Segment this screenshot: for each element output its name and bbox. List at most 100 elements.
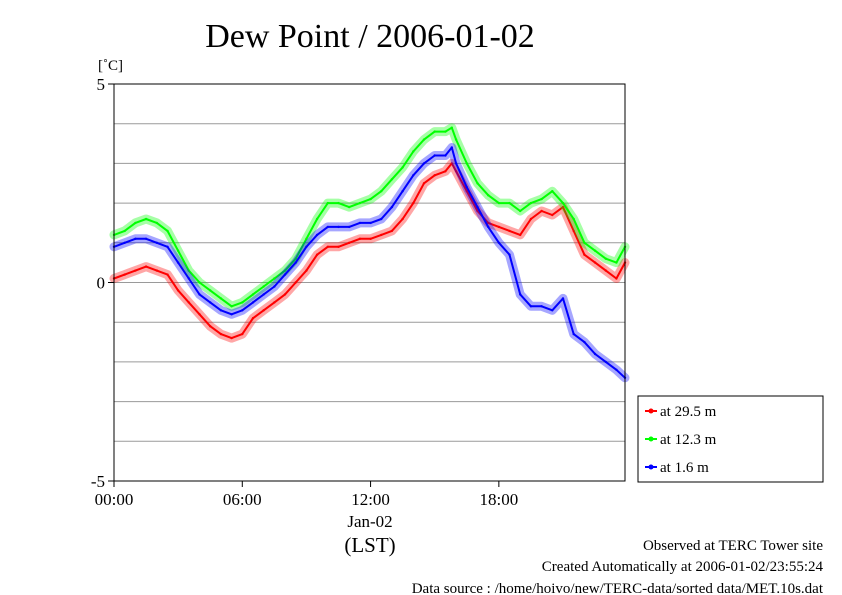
data-point bbox=[144, 237, 148, 240]
data-point bbox=[433, 154, 436, 157]
data-point bbox=[305, 237, 308, 240]
legend-label: at 1.6 m bbox=[660, 460, 709, 476]
data-point bbox=[369, 197, 372, 201]
data-point bbox=[476, 205, 479, 209]
data-point bbox=[166, 273, 169, 276]
x-axis-label: (LST) bbox=[344, 533, 395, 557]
data-point bbox=[166, 229, 169, 233]
data-point bbox=[187, 277, 190, 280]
data-point bbox=[519, 233, 522, 237]
y-tick-label: -5 bbox=[91, 472, 105, 491]
data-point bbox=[262, 293, 265, 296]
data-point bbox=[209, 325, 212, 328]
data-point bbox=[251, 293, 255, 296]
data-point bbox=[337, 245, 340, 248]
footer-source: Data source : /home/hoivo/new/TERC-data/… bbox=[412, 581, 824, 595]
data-point bbox=[412, 150, 415, 153]
data-point bbox=[508, 253, 511, 256]
data-point bbox=[369, 237, 372, 240]
data-point bbox=[583, 241, 586, 244]
data-point bbox=[326, 245, 329, 248]
data-point bbox=[508, 229, 511, 233]
data-point bbox=[476, 182, 479, 185]
footer-observed: Observed at TERC Tower site bbox=[643, 538, 823, 554]
data-point bbox=[422, 162, 426, 165]
data-point bbox=[508, 201, 511, 205]
data-point bbox=[519, 209, 522, 213]
data-point bbox=[283, 293, 287, 296]
data-point bbox=[134, 221, 137, 225]
data-point bbox=[134, 237, 137, 240]
series-line-2 bbox=[113, 126, 626, 308]
legend-marker bbox=[648, 436, 654, 442]
data-point bbox=[529, 305, 533, 308]
data-point bbox=[251, 317, 255, 320]
data-point bbox=[583, 340, 586, 344]
data-point bbox=[412, 174, 415, 177]
data-point bbox=[497, 225, 501, 229]
series-group bbox=[109, 123, 630, 383]
data-point bbox=[315, 253, 319, 256]
data-point bbox=[497, 241, 501, 244]
x-tick-label: 06:00 bbox=[223, 490, 262, 509]
data-point bbox=[444, 130, 447, 133]
x-tick-label: 00:00 bbox=[95, 490, 134, 509]
data-point bbox=[615, 277, 618, 280]
y-axis-unit: [˚C] bbox=[98, 58, 123, 74]
legend-label: at 29.5 m bbox=[660, 404, 717, 420]
data-point bbox=[465, 162, 468, 165]
legend-label: at 12.3 m bbox=[660, 432, 717, 448]
chart-title: Dew Point / 2006-01-02 bbox=[205, 18, 535, 55]
data-point bbox=[144, 265, 148, 268]
data-point bbox=[358, 221, 362, 225]
data-point bbox=[294, 261, 297, 264]
data-point bbox=[337, 225, 340, 229]
data-point bbox=[593, 261, 597, 264]
data-point bbox=[450, 162, 453, 165]
data-point bbox=[155, 221, 158, 225]
legend-marker bbox=[648, 464, 654, 470]
data-point bbox=[572, 332, 575, 336]
data-point bbox=[241, 309, 244, 312]
data-point bbox=[422, 138, 426, 141]
data-point bbox=[529, 217, 533, 221]
data-point bbox=[358, 237, 362, 240]
data-point bbox=[561, 297, 565, 300]
data-point bbox=[305, 245, 308, 248]
data-point bbox=[155, 269, 158, 272]
data-point bbox=[380, 217, 383, 221]
data-point bbox=[583, 253, 586, 256]
data-point bbox=[198, 281, 201, 284]
data-point bbox=[465, 190, 468, 193]
data-point bbox=[241, 301, 244, 304]
data-point bbox=[176, 261, 180, 264]
data-point bbox=[155, 241, 158, 244]
data-point bbox=[604, 269, 607, 272]
data-point bbox=[454, 162, 458, 165]
data-point bbox=[390, 178, 394, 181]
data-point bbox=[198, 313, 201, 316]
legend-marker bbox=[648, 408, 654, 414]
data-point bbox=[604, 257, 607, 260]
data-point bbox=[315, 233, 319, 237]
data-point bbox=[444, 170, 447, 173]
data-point bbox=[551, 213, 554, 217]
data-point bbox=[572, 217, 575, 221]
data-point bbox=[497, 201, 501, 205]
legend-box bbox=[637, 395, 824, 483]
data-point bbox=[209, 289, 212, 292]
data-point bbox=[283, 273, 287, 276]
data-point bbox=[326, 201, 329, 205]
data-point bbox=[369, 221, 372, 225]
data-point bbox=[358, 201, 362, 205]
data-point bbox=[450, 146, 453, 149]
data-point bbox=[454, 170, 458, 173]
data-point bbox=[294, 257, 297, 260]
data-point bbox=[615, 368, 618, 371]
data-point bbox=[540, 305, 543, 308]
data-point bbox=[401, 190, 404, 193]
data-point bbox=[593, 249, 597, 252]
data-point bbox=[166, 245, 169, 248]
data-point bbox=[123, 273, 126, 276]
